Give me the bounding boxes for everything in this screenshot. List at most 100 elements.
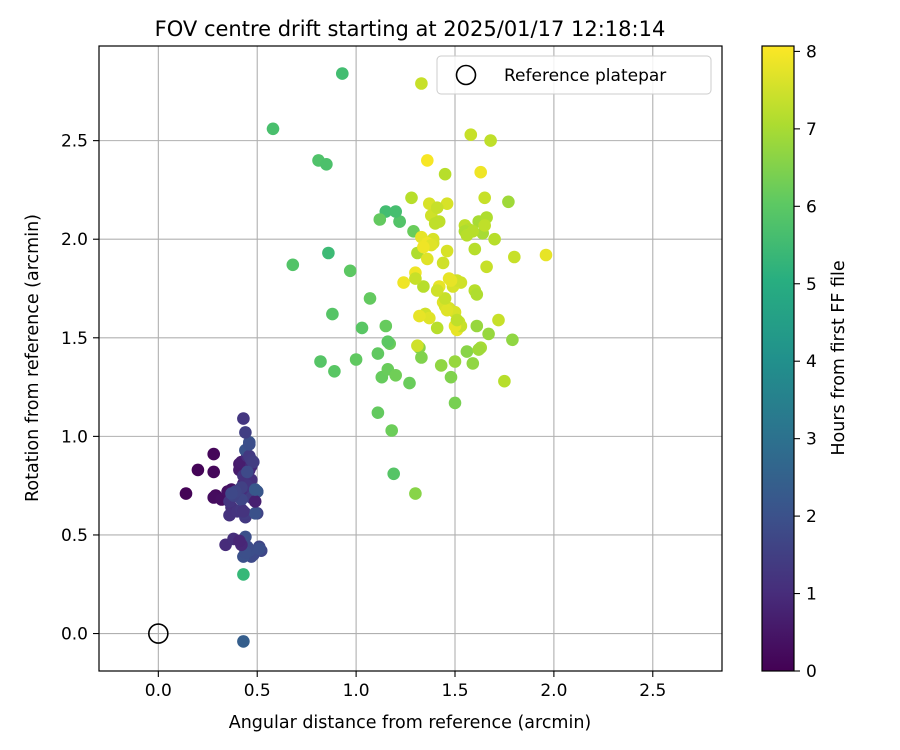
data-point (328, 365, 341, 378)
data-point (460, 229, 474, 242)
data-point (440, 244, 454, 258)
data-point (484, 134, 497, 147)
legend-entry-reference-platepar: Reference platepar (504, 66, 666, 86)
data-point (237, 412, 250, 425)
data-point (248, 483, 262, 496)
legend: Reference platepar (436, 55, 712, 95)
data-point (191, 463, 205, 477)
data-point (450, 313, 464, 327)
data-point (409, 272, 422, 285)
data-point (421, 252, 434, 266)
data-point (179, 487, 193, 500)
data-point (397, 276, 410, 289)
y-tick-label: 1.0 (61, 427, 88, 447)
data-point (498, 374, 511, 388)
data-point (502, 195, 515, 209)
data-point (239, 426, 252, 439)
data-point (488, 232, 501, 246)
data-point (539, 248, 553, 262)
x-tick-label: 2.0 (540, 681, 567, 701)
data-point (385, 424, 399, 437)
data-point (241, 465, 254, 479)
x-tick-label: 0.0 (145, 681, 172, 701)
plot-frame (98, 45, 723, 672)
data-point (460, 345, 474, 358)
data-point (373, 213, 387, 226)
colorbar-tick-label: 2 (806, 507, 817, 527)
data-point (430, 201, 444, 214)
data-point (322, 246, 335, 260)
data-point (464, 128, 478, 141)
data-point (468, 242, 482, 256)
x-tick-label: 2.5 (639, 681, 666, 701)
data-point (207, 447, 220, 461)
colorbar-tick-label: 8 (806, 42, 817, 62)
data-point (417, 280, 430, 293)
data-point (248, 495, 262, 508)
data-point (237, 505, 250, 518)
colorbar-tick-label: 5 (806, 275, 817, 295)
colorbar-tick-label: 3 (806, 430, 817, 450)
data-point (478, 219, 492, 232)
reference-platepar-marker (148, 623, 169, 644)
colorbar-tick-label: 1 (806, 585, 817, 605)
data-point (438, 167, 452, 181)
data-point (233, 534, 246, 548)
data-point (336, 67, 349, 80)
data-point (480, 260, 493, 274)
data-point (444, 274, 458, 287)
data-point (379, 319, 393, 333)
y-tick-label: 1.5 (61, 329, 88, 349)
y-axis-ticks: 0.0 0.5 1.0 1.5 2.0 2.5 (61, 132, 99, 645)
data-point (286, 258, 300, 272)
data-point (389, 369, 403, 382)
x-tick-label: 1.0 (343, 681, 370, 701)
y-axis-label: Rotation from reference (arcmin) (23, 214, 43, 502)
y-tick-label: 0.0 (61, 625, 88, 645)
data-point (421, 154, 434, 167)
x-axis-ticks: 0.0 0.5 1.0 1.5 2.0 2.5 (145, 671, 666, 701)
x-axis-label: Angular distance from reference (arcmin) (229, 713, 592, 733)
colorbar-tick-label: 0 (806, 662, 817, 682)
colorbar-label: Hours from first FF file (829, 260, 849, 455)
y-tick-label: 0.5 (61, 526, 88, 546)
data-point (393, 215, 406, 228)
data-point (405, 191, 418, 205)
data-point (207, 465, 220, 479)
data-point (266, 122, 280, 136)
data-point (243, 438, 256, 451)
data-point (466, 357, 480, 370)
data-point (389, 205, 403, 218)
y-tick-label: 2.5 (61, 132, 88, 152)
data-point (371, 406, 385, 420)
plot-area-background (99, 46, 722, 671)
data-point (411, 339, 424, 353)
data-point (349, 353, 363, 366)
x-tick-label: 0.5 (244, 681, 271, 701)
data-point (482, 327, 495, 341)
data-point (387, 467, 401, 481)
colorbar: 0 1 2 3 4 5 6 7 8 Hours from first FF file (761, 42, 849, 682)
colorbar-tick-label: 6 (806, 197, 817, 217)
data-point (430, 321, 444, 335)
data-point (430, 284, 444, 297)
data-point (409, 487, 422, 500)
data-point (508, 250, 521, 264)
data-point (440, 197, 454, 210)
data-point (381, 335, 395, 349)
data-point (506, 333, 519, 347)
data-point (355, 321, 369, 335)
data-point (415, 351, 428, 364)
data-point (363, 292, 377, 305)
data-point (472, 343, 486, 356)
data-point (448, 355, 462, 368)
data-point (417, 240, 430, 254)
data-point (434, 359, 448, 372)
colorbar-gradient (761, 45, 795, 672)
colorbar-tick-label: 4 (806, 352, 817, 372)
x-tick-label: 1.5 (441, 681, 468, 701)
data-point (225, 487, 238, 500)
colorbar-tick-label: 7 (806, 120, 817, 140)
data-point (478, 191, 492, 205)
data-point (492, 313, 505, 327)
